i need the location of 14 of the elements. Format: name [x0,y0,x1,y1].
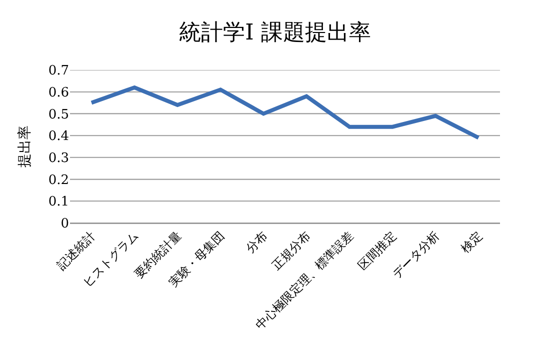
y-tick-label: 0.2 [48,172,69,188]
y-tick-label: 0.1 [48,194,69,210]
x-tick-label: 分布 [242,228,270,256]
line-series [90,85,480,140]
y-tick-label: 0.5 [48,107,69,122]
y-tick-label: 0.4 [48,129,69,144]
y-axis-title: 提出率 [16,126,33,168]
x-tick-label: 正規分布 [269,228,313,273]
y-tick-label: 0 [60,216,69,232]
y-tick-label: 0.3 [48,150,69,166]
y-tick-label: 0.7 [48,64,69,79]
x-tick-label: 検定 [458,228,485,256]
y-tick-label: 0.6 [48,85,69,100]
chart-title: 統計学Ⅰ 課題提出率 [179,20,371,46]
